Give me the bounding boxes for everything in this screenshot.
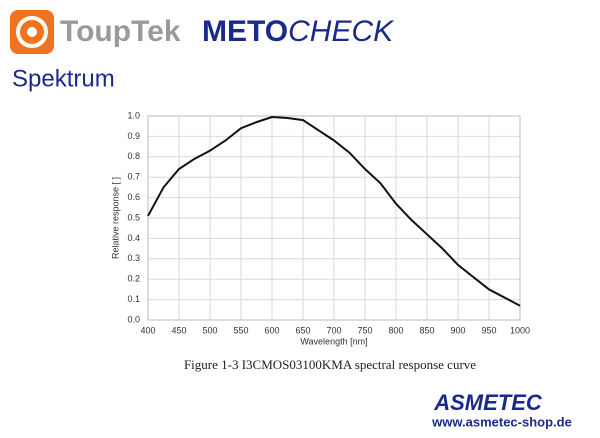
x-axis-label: Wavelength [nm] xyxy=(300,336,367,346)
caption: Figure 1-3 I3CMOS03100KMA spectral respo… xyxy=(184,357,476,372)
y-tick-label: 0.6 xyxy=(127,192,140,202)
company-logo: ASMETEC xyxy=(433,390,543,415)
heading: Spektrum xyxy=(12,65,115,92)
x-tick-label: 450 xyxy=(171,325,186,335)
y-tick-label: 0.4 xyxy=(127,233,140,243)
x-tick-label: 750 xyxy=(357,325,372,335)
y-tick-label: 0.1 xyxy=(127,294,140,304)
x-tick-label: 600 xyxy=(264,325,279,335)
x-tick-label: 550 xyxy=(233,325,248,335)
y-tick-label: 0.2 xyxy=(127,274,140,284)
product-italic: CHECK xyxy=(288,15,395,48)
line xyxy=(147,116,521,307)
product-bold: METO xyxy=(202,15,288,48)
y-axis-label: Relative response [ ] xyxy=(110,177,120,259)
y-tick-label: 0.8 xyxy=(127,151,140,161)
y-tick-label: 0.9 xyxy=(127,131,140,141)
y-tick-label: 0.7 xyxy=(127,172,140,182)
x-tick-label: 900 xyxy=(450,325,465,335)
x-tick-label: 800 xyxy=(388,325,403,335)
x-tick-label: 700 xyxy=(326,325,341,335)
product-name: METOCHECK xyxy=(202,15,395,48)
y-tick-label: 0.3 xyxy=(127,253,140,263)
y-tick-label: 0.0 xyxy=(127,314,140,324)
x-tick-label: 1000 xyxy=(510,325,530,335)
x-tick-label: 650 xyxy=(295,325,310,335)
x-tick-label: 850 xyxy=(419,325,434,335)
x-tick-label: 950 xyxy=(481,325,496,335)
y-tick-label: 1.0 xyxy=(127,110,140,120)
logo-aperture-center xyxy=(27,27,37,37)
brand: ToupTek xyxy=(60,15,181,48)
company-url: www.asmetec-shop.de xyxy=(431,414,572,429)
plot-frame xyxy=(147,115,521,321)
y-tick-label: 0.5 xyxy=(127,212,140,222)
logo-aperture xyxy=(16,16,48,48)
x-tick-label: 500 xyxy=(202,325,217,335)
x-tick-label: 400 xyxy=(140,325,155,335)
